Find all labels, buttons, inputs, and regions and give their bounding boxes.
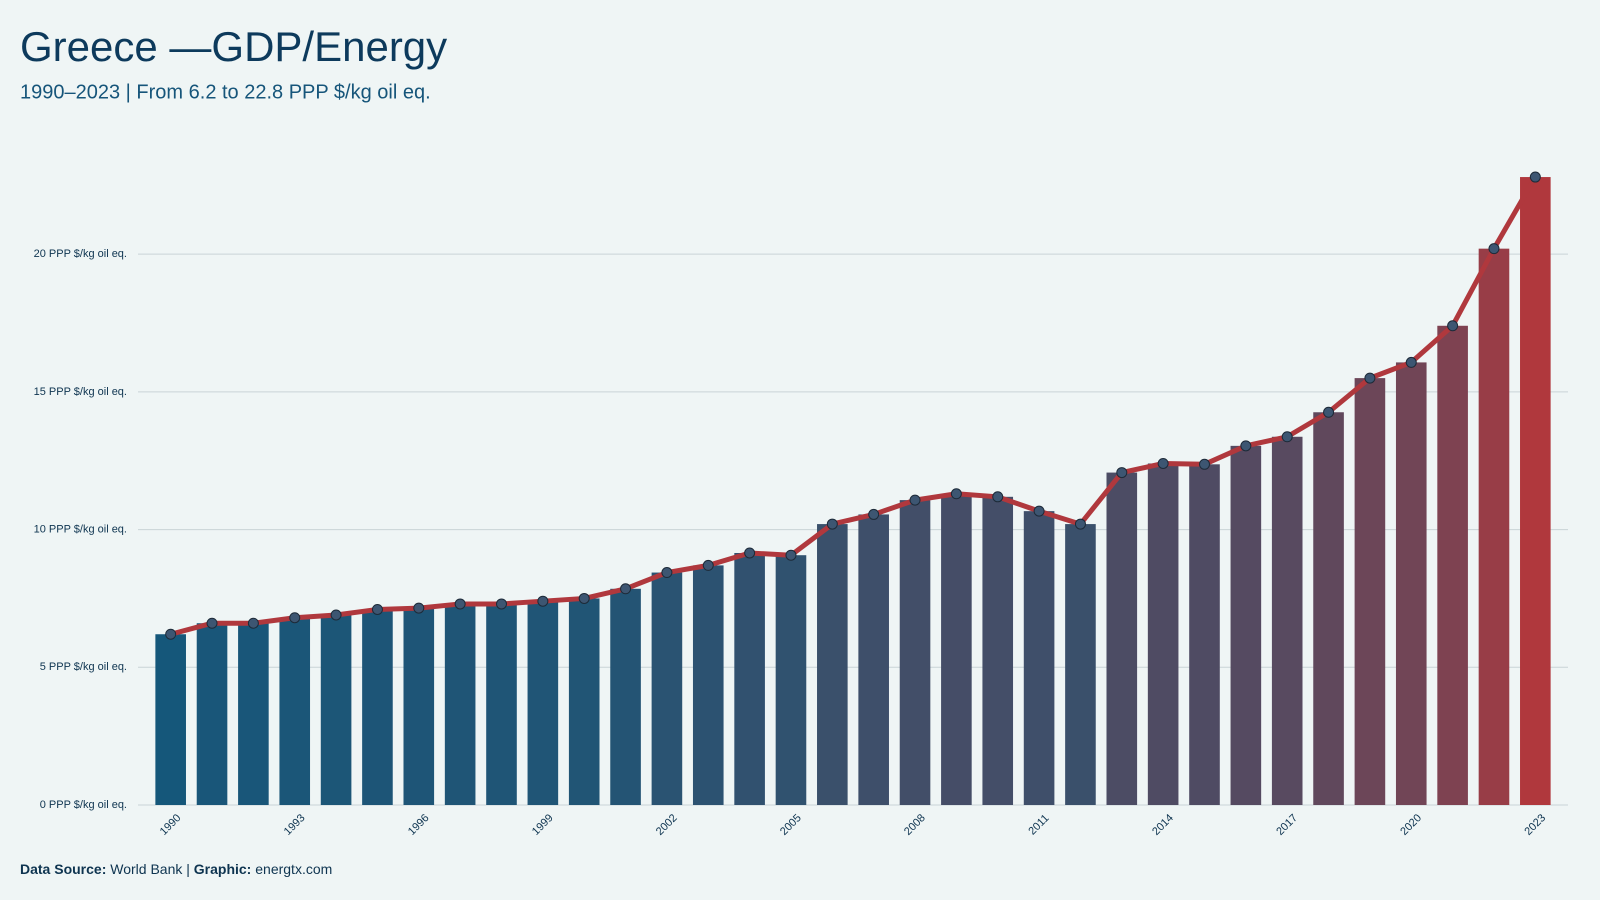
marker	[1488, 243, 1500, 255]
y-tick-label: 5 PPP $/kg oil eq.	[40, 661, 127, 673]
bar	[1189, 464, 1220, 805]
y-tick-label: 0 PPP $/kg oil eq.	[40, 799, 127, 811]
marker	[620, 583, 632, 595]
x-tick-label: 2002	[654, 812, 680, 838]
x-tick-label: 1996	[406, 812, 432, 838]
bar	[941, 493, 972, 805]
bar	[196, 623, 228, 805]
bar	[1313, 412, 1344, 805]
y-tick-label: 15 PPP $/kg oil eq.	[34, 386, 127, 398]
marker	[289, 612, 301, 624]
x-tick-label: 1990	[158, 812, 184, 838]
bar	[734, 552, 765, 805]
marker	[744, 547, 756, 559]
marker	[1240, 440, 1252, 452]
marker	[1157, 457, 1169, 469]
marker	[826, 518, 838, 530]
x-tick-label: 1999	[530, 812, 556, 838]
bar	[775, 555, 807, 805]
bar	[899, 500, 931, 805]
bar	[238, 623, 269, 805]
y-tick-label: 10 PPP $/kg oil eq.	[34, 523, 127, 535]
marker	[702, 559, 714, 571]
bar	[1065, 524, 1096, 805]
bar	[1354, 378, 1386, 805]
x-tick-label: 2014	[1150, 812, 1176, 838]
bar	[568, 598, 600, 805]
marker	[206, 617, 218, 629]
marker	[868, 508, 880, 520]
source: World Bank |	[110, 861, 190, 877]
marker	[454, 598, 466, 610]
marker	[1033, 505, 1045, 517]
marker	[330, 609, 342, 621]
marker	[578, 592, 590, 604]
marker	[909, 494, 921, 506]
source-label: Data Source:	[20, 861, 106, 877]
marker	[1323, 406, 1335, 418]
bar	[1106, 472, 1138, 805]
x-tick-label: 2020	[1398, 812, 1424, 838]
x-tick-label: 1993	[282, 812, 308, 838]
bar	[610, 588, 641, 805]
bar	[1395, 362, 1427, 805]
marker	[1116, 467, 1128, 479]
marker	[371, 603, 383, 615]
x-tick-label: 2008	[902, 812, 928, 838]
x-tick-label: 2011	[1026, 812, 1051, 837]
x-tick-label: 2017	[1274, 812, 1300, 838]
marker	[1281, 431, 1293, 443]
bar	[1520, 177, 1551, 806]
bar	[1147, 463, 1179, 805]
marker	[1529, 171, 1541, 183]
bar	[155, 634, 186, 805]
bar	[444, 603, 476, 805]
x-tick-label: 2023	[1522, 812, 1548, 838]
marker	[1364, 372, 1376, 384]
bar	[1230, 445, 1262, 805]
bar	[1023, 511, 1055, 805]
marker	[1447, 320, 1459, 332]
bar	[1271, 436, 1303, 805]
graphic: energtx.com	[255, 861, 332, 877]
bar	[362, 609, 393, 805]
footer: Data Source: World Bank | Graphic: energ…	[20, 861, 332, 877]
marker	[165, 628, 177, 640]
x-tick-label: 2005	[778, 812, 804, 838]
bar	[527, 601, 559, 805]
line	[170, 175, 1538, 637]
bar	[403, 608, 435, 805]
marker	[496, 598, 507, 610]
marker	[537, 595, 549, 607]
bar	[486, 603, 517, 805]
graphic-label: Graphic:	[194, 861, 252, 877]
bar	[858, 514, 889, 805]
marker	[1405, 356, 1417, 368]
bar	[692, 565, 724, 805]
marker	[1199, 458, 1210, 470]
marker	[1074, 518, 1086, 530]
marker	[950, 488, 962, 500]
bar	[651, 572, 683, 805]
marker	[413, 602, 425, 614]
marker	[247, 617, 259, 629]
y-tick-label: 20 PPP $/kg oil eq.	[34, 248, 127, 260]
bar	[982, 496, 1014, 805]
bar	[279, 617, 311, 805]
bar	[1437, 325, 1468, 805]
bar	[1478, 248, 1510, 806]
marker	[661, 567, 673, 579]
marker	[785, 549, 797, 561]
bar	[817, 524, 848, 805]
marker	[992, 491, 1004, 503]
bar	[320, 614, 352, 805]
chart-subtitle: 1990–2023 | From 6.2 to 22.8 PPP $/kg oi…	[20, 81, 431, 103]
chart-title: Greece —GDP/Energy	[20, 23, 447, 70]
